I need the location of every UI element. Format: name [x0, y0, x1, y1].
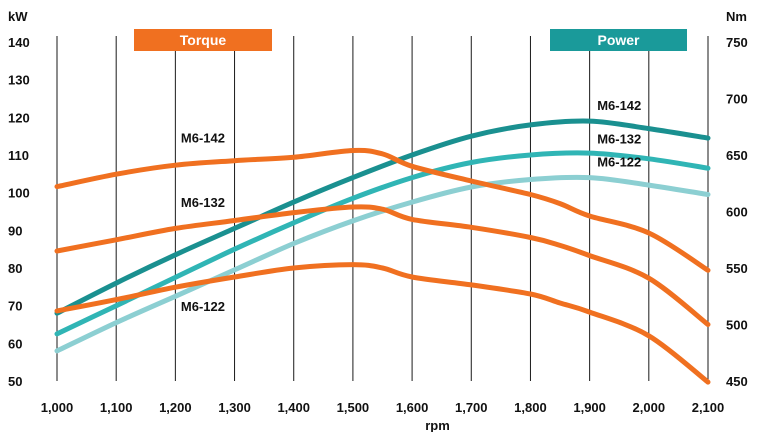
series-line-torque-m6-132 — [54, 204, 711, 327]
series-label-torque-m6-142: M6-142 — [181, 131, 225, 146]
series-line-power-m6-142 — [54, 118, 711, 316]
y-left-tick-label: 110 — [8, 148, 29, 163]
y-left-tick-label: 70 — [8, 299, 22, 314]
series-label-power-m6-132: M6-132 — [597, 132, 641, 147]
series-label-power-m6-122: M6-122 — [597, 154, 641, 169]
legend-box-power — [550, 29, 687, 51]
x-tick-label: 1,300 — [218, 400, 251, 415]
series-layer — [54, 118, 711, 385]
y-left-tick-label: 100 — [8, 186, 30, 201]
y-left-tick-label: 80 — [8, 261, 22, 276]
series-line-power-m6-122 — [54, 174, 711, 354]
series-line-power-m6-132 — [54, 150, 711, 337]
legend-box-torque — [134, 29, 272, 51]
legend-layer: Torque Power — [134, 29, 687, 51]
y-right-unit: Nm — [726, 9, 747, 24]
x-tick-label: 1,000 — [41, 400, 74, 415]
series-label-power-m6-142: M6-142 — [597, 98, 641, 113]
x-tick-label: 1,800 — [514, 400, 547, 415]
label-layer: M6-142 M6-132 M6-122 M6-142 M6-132 M6-122 — [181, 98, 641, 314]
legend-label-torque: Torque — [180, 32, 227, 48]
x-tick-label: 1,600 — [396, 400, 429, 415]
x-tick-label: 1,900 — [573, 400, 606, 415]
x-tick-label: 1,500 — [337, 400, 370, 415]
series-label-torque-m6-132: M6-132 — [181, 195, 225, 210]
y-right-tick-label: 500 — [726, 318, 748, 333]
y-left-tick-label: 50 — [8, 374, 22, 389]
x-tick-label: 1,400 — [277, 400, 310, 415]
y-right-tick-label: 600 — [726, 205, 748, 220]
y-right-tick-label: 700 — [726, 92, 748, 107]
series-label-torque-m6-122: M6-122 — [181, 299, 225, 314]
y-right-tick-label: 750 — [726, 35, 748, 50]
y-left-tick-label: 90 — [8, 223, 22, 238]
y-left-tick-label: 130 — [8, 73, 30, 88]
y-left-tick-label: 140 — [8, 35, 30, 50]
y-left-tick-label: 60 — [8, 336, 22, 351]
series-line-torque-m6-142 — [54, 147, 711, 273]
x-tick-label: 2,000 — [633, 400, 666, 415]
x-tick-label: 2,100 — [692, 400, 725, 415]
axis-layer: 1,000 1,100 1,200 1,300 1,400 1,500 1,600 1,700… — [8, 9, 748, 432]
legend-label-power: Power — [597, 32, 640, 48]
x-tick-label: 1,100 — [100, 400, 133, 415]
series-line-torque-m6-122 — [54, 262, 711, 385]
y-right-tick-label: 450 — [726, 374, 748, 389]
x-tick-label: 1,200 — [159, 400, 192, 415]
x-axis-title: rpm — [425, 418, 450, 432]
x-tick-label: 1,700 — [455, 400, 488, 415]
y-left-tick-label: 120 — [8, 110, 30, 125]
y-right-tick-label: 550 — [726, 261, 748, 276]
y-right-tick-label: 650 — [726, 148, 748, 163]
y-left-unit: kW — [8, 9, 28, 24]
